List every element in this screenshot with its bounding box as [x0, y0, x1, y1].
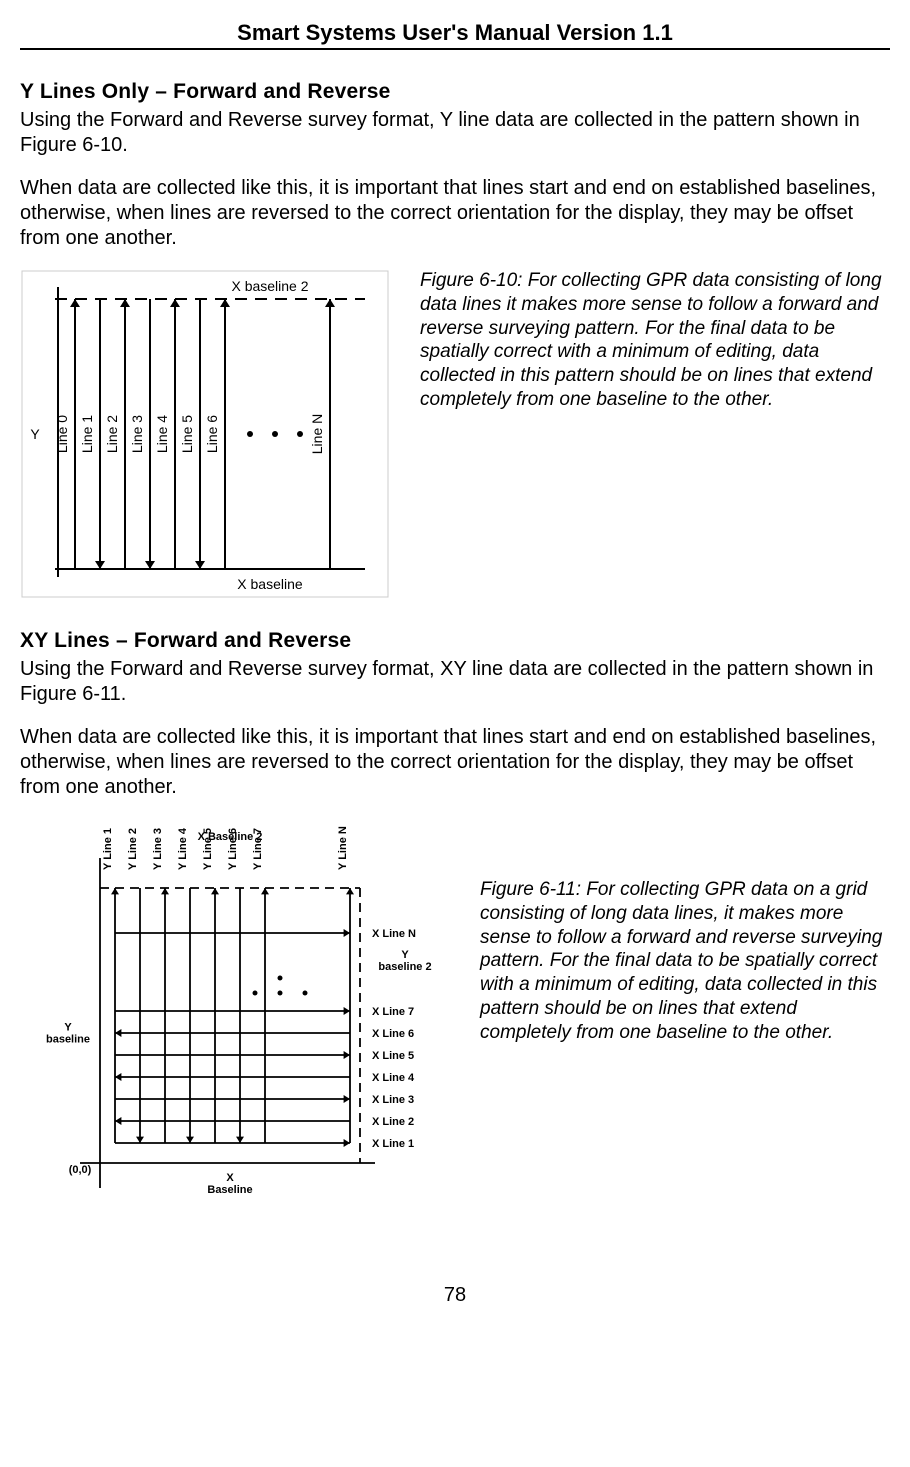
svg-text:Y Line 5: Y Line 5 — [202, 828, 214, 870]
svg-text:baseline: baseline — [46, 1034, 90, 1046]
svg-text:Y: Y — [64, 1022, 72, 1034]
svg-text:X Line 3: X Line 3 — [372, 1094, 414, 1106]
svg-text:Y Line 2: Y Line 2 — [127, 828, 139, 870]
svg-text:Baseline: Baseline — [207, 1184, 252, 1196]
svg-text:Line 3: Line 3 — [129, 415, 145, 453]
svg-text:Line 2: Line 2 — [104, 415, 120, 453]
svg-text:X Line N: X Line N — [372, 928, 416, 940]
svg-text:Y Line 7: Y Line 7 — [252, 828, 264, 870]
svg-text:Line 5: Line 5 — [179, 415, 195, 453]
section1-para1: Using the Forward and Reverse survey for… — [20, 108, 890, 158]
page-header-title: Smart Systems User's Manual Version 1.1 — [20, 20, 890, 46]
svg-text:X Line 4: X Line 4 — [372, 1072, 415, 1084]
svg-text:X baseline: X baseline — [237, 576, 303, 592]
figure-6-11-caption: Figure 6-11: For collecting GPR data on … — [480, 878, 890, 1044]
figure-6-10-diagram: Y X baseline 2 X baseline Line 0 Line 1 Line … — [20, 269, 390, 605]
svg-text:Line 6: Line 6 — [204, 415, 220, 453]
svg-text:baseline 2: baseline 2 — [378, 961, 431, 973]
section2-para2: When data are collected like this, it is… — [20, 725, 890, 800]
section2-para1: Using the Forward and Reverse survey for… — [20, 657, 890, 707]
svg-text:X: X — [226, 1172, 234, 1184]
svg-text:X Line 5: X Line 5 — [372, 1050, 414, 1062]
svg-text:X Line 7: X Line 7 — [372, 1006, 414, 1018]
svg-text:X Line 1: X Line 1 — [372, 1138, 414, 1150]
header-rule — [20, 48, 890, 50]
svg-text:X Line 6: X Line 6 — [372, 1028, 414, 1040]
svg-text:Y: Y — [401, 949, 409, 961]
svg-text:Y Line 3: Y Line 3 — [152, 828, 164, 870]
svg-text:X Line 2: X Line 2 — [372, 1116, 414, 1128]
svg-text:Y Line 4: Y Line 4 — [177, 827, 189, 870]
page-number: 78 — [20, 1284, 890, 1307]
figure-6-11-row: X Baseline 2XBaselineYbaselineYbaseline … — [20, 818, 890, 1224]
figure-6-11-diagram: X Baseline 2XBaselineYbaselineYbaseline … — [20, 818, 450, 1224]
section1-heading: Y Lines Only – Forward and Reverse — [20, 80, 890, 104]
svg-text:Y Line 6: Y Line 6 — [227, 828, 239, 870]
svg-text:Y Line N: Y Line N — [337, 826, 349, 870]
svg-text:Y: Y — [30, 426, 40, 442]
svg-text:X baseline 2: X baseline 2 — [231, 278, 308, 294]
section2-heading: XY Lines – Forward and Reverse — [20, 629, 890, 653]
svg-text:Line 4: Line 4 — [154, 415, 170, 453]
figure-6-10-row: Y X baseline 2 X baseline Line 0 Line 1 Line … — [20, 269, 890, 605]
section1-para2: When data are collected like this, it is… — [20, 176, 890, 251]
figure-6-10-caption: Figure 6-10: For collecting GPR data con… — [420, 269, 890, 412]
svg-text:Y Line 1: Y Line 1 — [102, 828, 114, 870]
svg-text:Line 1: Line 1 — [79, 415, 95, 453]
svg-text:Line N: Line N — [309, 414, 325, 454]
svg-text:(0,0): (0,0) — [69, 1164, 92, 1176]
svg-text:Line 0: Line 0 — [54, 415, 70, 453]
